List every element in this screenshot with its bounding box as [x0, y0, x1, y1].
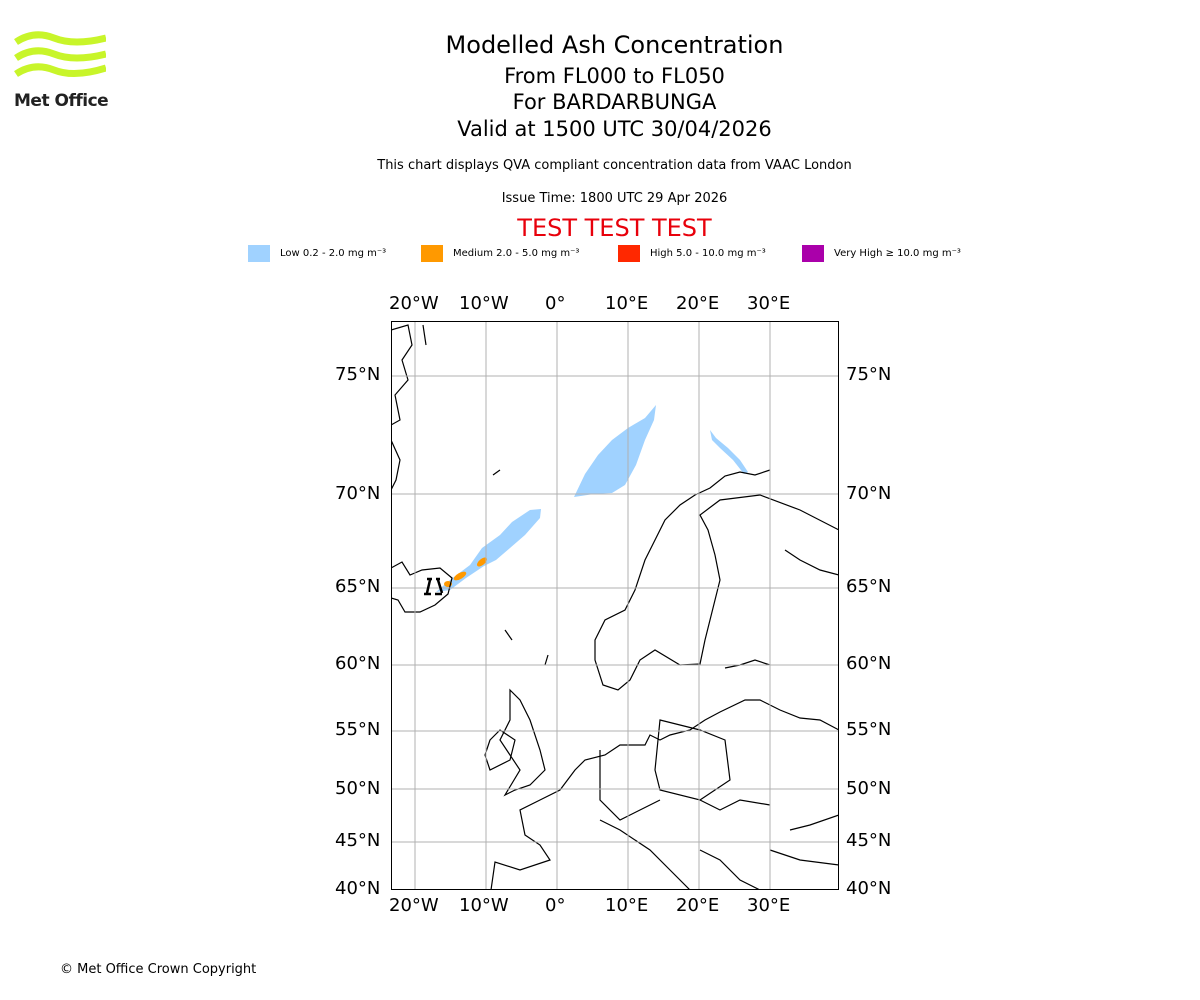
- lat-label-right: 40°N: [846, 878, 892, 899]
- lon-label-bottom: 20°E: [676, 895, 720, 916]
- lon-label-top: 10°E: [605, 293, 649, 314]
- volcano-name: For BARDARBUNGA: [512, 90, 717, 114]
- lat-label-left: 55°N: [335, 719, 381, 740]
- legend-item-low: Low 0.2 - 2.0 mg m⁻³: [248, 245, 386, 262]
- lon-label-bottom: 0°: [545, 895, 566, 916]
- lon-label-top: 20°E: [676, 293, 720, 314]
- lat-label-left: 50°N: [335, 778, 381, 799]
- legend-label: Low 0.2 - 2.0 mg m⁻³: [280, 248, 387, 259]
- lat-label-left: 75°N: [335, 364, 381, 385]
- legend-item-very-high: Very High ≥ 10.0 mg m⁻³: [802, 245, 961, 262]
- lat-label-right: 55°N: [846, 719, 892, 740]
- lat-label-right: 65°N: [846, 576, 892, 597]
- lat-label-right: 45°N: [846, 830, 892, 851]
- lat-label-right: 75°N: [846, 364, 892, 385]
- lat-label-left: 45°N: [335, 830, 381, 851]
- lon-label-top: 20°W: [389, 293, 439, 314]
- lon-label-bottom: 10°E: [605, 895, 649, 916]
- lon-label-bottom: 20°W: [389, 895, 439, 916]
- graticule: [391, 321, 839, 890]
- lon-label-top: 10°W: [459, 293, 509, 314]
- volcano-marker-icon: [424, 577, 444, 596]
- lat-label-left: 60°N: [335, 653, 381, 674]
- lat-label-right: 60°N: [846, 653, 892, 674]
- lat-label-left: 65°N: [335, 576, 381, 597]
- subtitle: This chart displays QVA compliant concen…: [377, 158, 852, 173]
- coastlines: [391, 324, 839, 890]
- map-frame: [391, 321, 839, 890]
- legend-swatch: [618, 245, 640, 262]
- legend-label: Medium 2.0 - 5.0 mg m⁻³: [453, 248, 580, 259]
- legend-swatch: [421, 245, 443, 262]
- lon-label-top: 30°E: [747, 293, 791, 314]
- lat-label-left: 40°N: [335, 878, 381, 899]
- chart-title: Modelled Ash Concentration: [445, 31, 784, 59]
- ash-map: [391, 321, 839, 890]
- legend-item-medium: Medium 2.0 - 5.0 mg m⁻³: [421, 245, 579, 262]
- flight-levels: From FL000 to FL050: [504, 64, 725, 88]
- lon-label-bottom: 10°W: [459, 895, 509, 916]
- test-banner: TEST TEST TEST: [517, 214, 712, 242]
- legend-swatch: [802, 245, 824, 262]
- legend-item-high: High 5.0 - 10.0 mg m⁻³: [618, 245, 766, 262]
- ash-low-area: [436, 405, 748, 592]
- logo-text: Met Office: [14, 91, 109, 111]
- legend-swatch: [248, 245, 270, 262]
- met-office-logo-icon: [14, 31, 106, 77]
- legend-label: Very High ≥ 10.0 mg m⁻³: [834, 248, 961, 259]
- legend-label: High 5.0 - 10.0 mg m⁻³: [650, 248, 766, 259]
- issue-time: Issue Time: 1800 UTC 29 Apr 2026: [501, 191, 728, 206]
- lat-label-right: 50°N: [846, 778, 892, 799]
- valid-time: Valid at 1500 UTC 30/04/2026: [457, 117, 772, 141]
- lon-label-bottom: 30°E: [747, 895, 791, 916]
- lat-label-right: 70°N: [846, 483, 892, 504]
- lon-label-top: 0°: [545, 293, 566, 314]
- copyright: © Met Office Crown Copyright: [60, 962, 257, 977]
- lat-label-left: 70°N: [335, 483, 381, 504]
